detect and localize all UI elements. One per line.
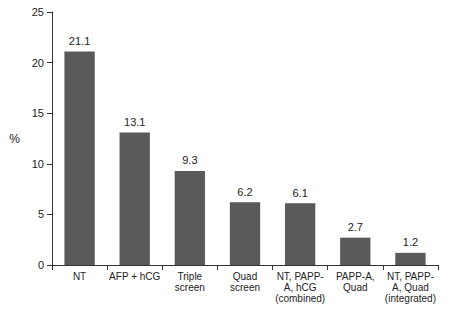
- svg-text:%: %: [9, 132, 20, 146]
- svg-text:screen: screen: [230, 282, 260, 293]
- svg-text:10: 10: [32, 158, 44, 170]
- svg-text:AFP + hCG: AFP + hCG: [109, 271, 160, 282]
- svg-text:NT: NT: [73, 271, 86, 282]
- svg-text:A, hCG: A, hCG: [284, 282, 317, 293]
- svg-text:NT, PAPP-: NT, PAPP-: [277, 271, 324, 282]
- svg-text:A, Quad: A, Quad: [392, 282, 429, 293]
- svg-text:1.2: 1.2: [403, 236, 418, 248]
- svg-text:PAPP-A,: PAPP-A,: [336, 271, 375, 282]
- svg-text:0: 0: [38, 259, 44, 271]
- svg-text:2.7: 2.7: [348, 221, 363, 233]
- svg-text:6.2: 6.2: [237, 186, 252, 198]
- svg-text:25: 25: [32, 6, 44, 18]
- svg-text:(integrated): (integrated): [385, 293, 436, 304]
- svg-text:Quad: Quad: [233, 271, 257, 282]
- svg-text:13.1: 13.1: [124, 116, 145, 128]
- svg-text:20: 20: [32, 57, 44, 69]
- svg-text:Quad: Quad: [343, 282, 367, 293]
- svg-text:6.1: 6.1: [292, 187, 307, 199]
- svg-text:15: 15: [32, 107, 44, 119]
- svg-text:9.3: 9.3: [182, 154, 197, 166]
- svg-text:Triple: Triple: [178, 271, 203, 282]
- svg-text:NT, PAPP-: NT, PAPP-: [387, 271, 434, 282]
- svg-text:(combined): (combined): [275, 293, 325, 304]
- svg-text:screen: screen: [175, 282, 205, 293]
- svg-text:21.1: 21.1: [69, 35, 90, 47]
- svg-text:5: 5: [38, 208, 44, 220]
